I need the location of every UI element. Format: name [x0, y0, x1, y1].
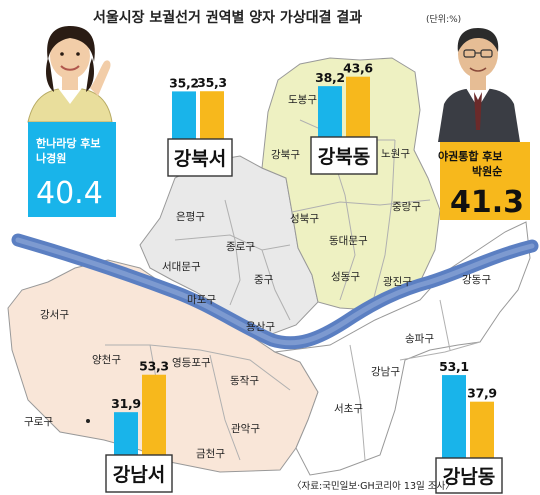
region-label-gangbukseo: 강북서	[174, 148, 226, 170]
na-name-label: 나경원	[36, 151, 66, 165]
guro-marker-dot	[86, 419, 90, 423]
value-label-na-gangbukdong: 38,2	[315, 70, 345, 85]
district-geumcheon: 금천구	[196, 448, 225, 460]
bar-group-gangnamdong: 53,1 37,9 강남동	[435, 359, 503, 494]
value-label-na-gangnamdong: 53,1	[439, 359, 469, 374]
district-dobong: 도봉구	[288, 94, 317, 106]
district-guro: 구로구	[24, 416, 53, 428]
district-dongjak: 동작구	[230, 375, 259, 387]
district-gwanak: 관악구	[231, 423, 260, 435]
bar-park-gangnamdong	[470, 401, 494, 468]
value-label-park-gangnamdong: 37,9	[467, 386, 497, 401]
na-result-box	[28, 122, 116, 217]
unit-label: (단위:%)	[426, 14, 461, 25]
district-dongdaemun: 동대문구	[329, 235, 368, 247]
district-mapo: 마포구	[187, 294, 216, 306]
source-note: 〈자료:국민일보·GH코리아 13일 조사〉	[292, 481, 455, 492]
district-gangbuk: 강북구	[271, 149, 300, 161]
district-songpa: 송파구	[405, 333, 434, 345]
na-portrait-icon	[27, 26, 113, 123]
value-label-park-gangbukdong: 43,6	[343, 61, 373, 76]
district-yeongdeungpo: 영등포구	[172, 357, 211, 369]
district-seocho: 서초구	[334, 403, 363, 415]
region-badge-gangbukseo	[167, 138, 233, 177]
district-gangdong: 강동구	[462, 274, 491, 286]
bar-group-gangnamseo: 31,9 53,3 강남서	[105, 359, 173, 493]
region-badge-gangbukdong	[310, 136, 378, 175]
district-nowon: 노원구	[381, 148, 410, 160]
region-badge-gangnamseo	[105, 454, 173, 493]
district-jungnang: 중랑구	[392, 201, 421, 213]
chart-title: 서울시장 보궐선거 권역별 양자 가상대결 결과	[93, 9, 362, 26]
park-total-percent: 41.3	[450, 185, 524, 220]
district-yangcheon: 양천구	[92, 354, 121, 366]
district-gwangjin: 광진구	[383, 276, 412, 288]
district-yongsan: 용산구	[246, 321, 275, 333]
district-junggu: 중구	[254, 274, 274, 286]
region-label-gangnamseo: 강남서	[113, 464, 165, 486]
district-jongno: 종로구	[226, 241, 255, 253]
park-name-label: 박원순	[472, 164, 502, 178]
candidate-na: 한나라당 후보 나경원 40.4	[27, 26, 116, 217]
value-label-na-gangnamseo: 31,9	[111, 396, 141, 411]
district-gangnam: 강남구	[371, 366, 400, 378]
value-label-na-gangbukseo: 35,2	[169, 75, 199, 90]
value-label-park-gangbukseo: 35,3	[197, 75, 227, 90]
bar-group-gangbukdong: 38,2 43,6 강북동	[310, 61, 378, 175]
district-seodaemun: 서대문구	[162, 261, 201, 273]
na-party-label: 한나라당 후보	[36, 136, 101, 150]
seoul-map: 도봉구 강북구 노원구 중랑구 성북구 동대문구 성동구 광진구 은평구 종로구…	[7, 57, 539, 476]
bar-group-gangbukseo: 35,2 35,3 강북서	[167, 75, 233, 177]
park-portrait-icon	[438, 28, 520, 142]
district-seongdong: 성동구	[331, 271, 360, 283]
district-gangseo: 강서구	[40, 309, 69, 321]
na-total-percent: 40.4	[36, 176, 103, 211]
bar-park-gangnamseo	[142, 374, 166, 468]
district-seongbuk: 성북구	[290, 213, 319, 225]
candidate-park: 야권통합 후보 박원순 41.3	[438, 28, 530, 220]
park-party-label: 야권통합 후보	[438, 149, 503, 163]
park-result-box	[440, 142, 530, 220]
region-label-gangnamdong: 강남동	[443, 466, 495, 488]
district-eunpyeong: 은평구	[176, 211, 205, 223]
region-label-gangbukdong: 강북동	[318, 146, 370, 168]
value-label-park-gangnamseo: 53,3	[139, 359, 169, 374]
region-badge-gangnamdong	[435, 457, 503, 494]
bar-na-gangnamdong	[442, 375, 466, 468]
